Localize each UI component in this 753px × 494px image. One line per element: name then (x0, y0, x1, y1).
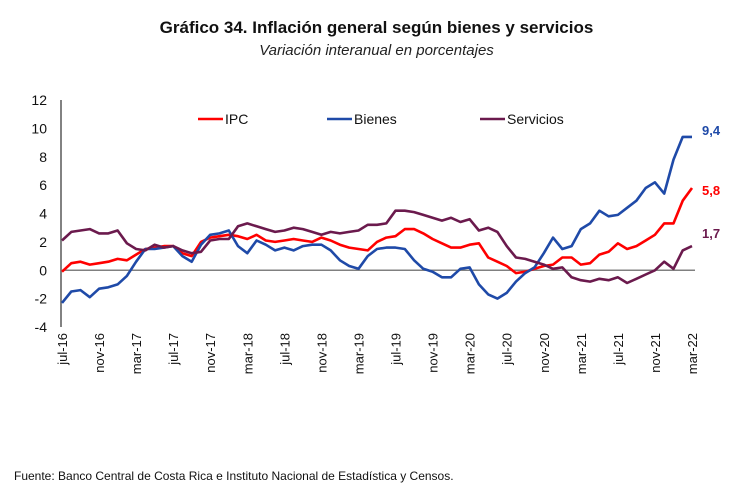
end-value-label-servicios: 1,7 (702, 226, 720, 241)
end-value-label-bienes: 9,4 (702, 123, 721, 138)
y-tick-label: 0 (39, 262, 47, 278)
x-tick-label: jul-18 (277, 333, 292, 366)
line-chart: 12 10 8 6 4 2 0 -2 -4 jul-16 nov-16 mar-17 jul-17 no… (31, 92, 721, 374)
legend-label-ipc: IPC (225, 111, 248, 127)
legend-label-servicios: Servicios (507, 111, 564, 127)
end-value-label-ipc: 5,8 (702, 183, 720, 198)
x-tick-label: nov-18 (314, 333, 329, 373)
x-tick-label: nov-19 (426, 333, 441, 373)
y-tick-label: 4 (39, 206, 47, 222)
x-tick-label: nov-21 (648, 333, 663, 373)
x-tick-label: jul-17 (166, 333, 181, 366)
x-tick-label: mar-22 (685, 333, 700, 374)
y-tick-label: 10 (31, 120, 47, 136)
source-note: Fuente: Banco Central de Costa Rica e In… (14, 469, 454, 483)
y-tick-label: 6 (39, 177, 47, 193)
x-tick-label: mar-21 (574, 333, 589, 374)
y-tick-label: 8 (39, 149, 47, 165)
x-tick-label: jul-20 (500, 333, 515, 366)
x-tick-label: mar-20 (463, 333, 478, 374)
x-tick-label: jul-16 (55, 333, 70, 366)
x-tick-label: jul-21 (611, 333, 626, 366)
x-tick-label: mar-17 (129, 333, 144, 374)
x-tick-label: nov-16 (92, 333, 107, 373)
y-tick-label: -4 (35, 319, 48, 335)
series-line-ipc (61, 187, 694, 275)
series-line-servicios (61, 209, 693, 285)
y-tick-label: -2 (35, 291, 48, 307)
x-tick-label: nov-20 (537, 333, 552, 373)
x-tick-label: mar-18 (240, 333, 255, 374)
series-line-bienes (60, 135, 692, 304)
legend-label-bienes: Bienes (354, 111, 397, 127)
y-tick-label: 2 (39, 234, 47, 250)
y-tick-label: 12 (31, 92, 47, 108)
chart-title: Gráfico 34. Inflación general según bien… (159, 18, 594, 37)
x-tick-label: mar-19 (351, 333, 366, 374)
x-tick-label: nov-17 (203, 333, 218, 373)
chart-subtitle: Variación interanual en porcentajes (259, 42, 494, 59)
x-tick-label: jul-19 (389, 333, 404, 366)
